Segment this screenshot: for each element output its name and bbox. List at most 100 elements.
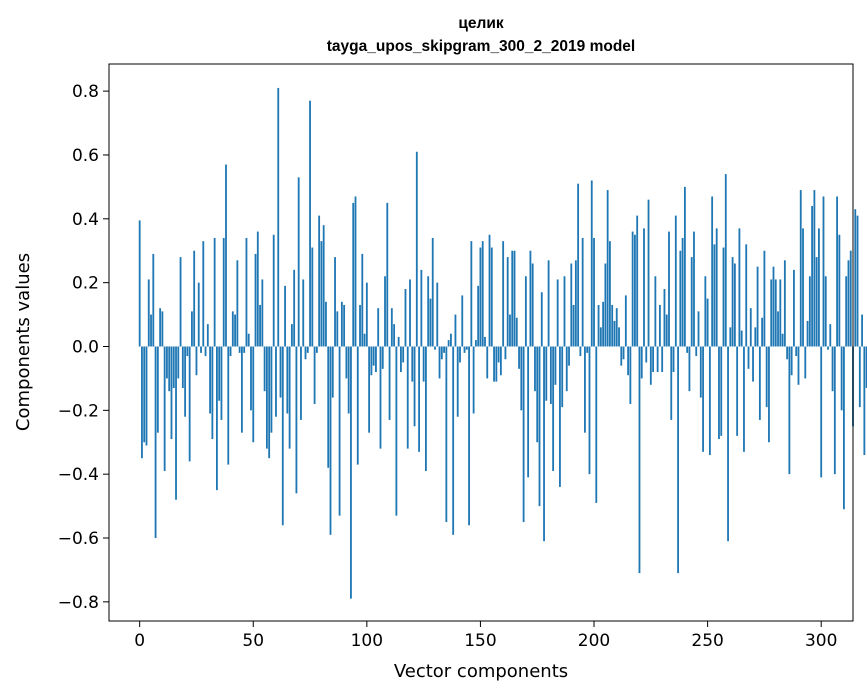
plot-frame <box>108 63 854 622</box>
bar <box>643 228 645 347</box>
bar <box>300 346 302 420</box>
bar <box>304 346 307 360</box>
bar <box>238 346 241 353</box>
x-tick-label: 150 <box>464 631 496 651</box>
bar <box>152 253 155 347</box>
bar <box>547 260 550 347</box>
y-tick-label: 0.2 <box>72 274 99 294</box>
bar <box>545 346 548 401</box>
bar <box>390 308 393 347</box>
bar <box>290 324 293 347</box>
bar <box>493 346 495 382</box>
bar <box>563 276 566 347</box>
bar <box>222 237 225 347</box>
bar <box>654 276 657 347</box>
bar <box>729 327 732 347</box>
bar <box>613 320 616 347</box>
bar <box>213 237 216 347</box>
bar <box>331 346 334 398</box>
bar <box>672 346 675 373</box>
bar <box>438 346 441 379</box>
bar <box>690 257 693 347</box>
bar <box>661 346 664 373</box>
bar <box>138 220 141 347</box>
bar <box>824 276 827 347</box>
bar <box>602 301 605 347</box>
bar <box>427 276 430 347</box>
bar <box>150 314 152 347</box>
bar <box>245 237 248 347</box>
bar <box>445 346 448 523</box>
x-tick-label: 50 <box>242 631 264 651</box>
bar <box>688 346 691 392</box>
bar <box>297 177 300 347</box>
bar <box>606 190 609 347</box>
bar <box>468 346 470 526</box>
bar <box>254 253 257 347</box>
bar <box>186 346 189 357</box>
bar <box>381 346 384 369</box>
bar <box>658 304 661 347</box>
bar <box>529 250 532 347</box>
bar <box>247 333 250 347</box>
bar <box>863 346 866 456</box>
bar <box>577 183 580 347</box>
bar <box>234 314 236 347</box>
bar <box>347 346 350 414</box>
bar <box>699 346 702 398</box>
bar <box>620 346 623 366</box>
bar <box>695 346 698 357</box>
bar <box>166 346 168 379</box>
bar <box>549 346 552 404</box>
bar <box>534 346 536 392</box>
bar <box>795 346 798 357</box>
bar <box>772 266 775 347</box>
bar <box>281 346 284 526</box>
bar <box>495 346 498 382</box>
bar <box>400 346 402 373</box>
bar <box>818 228 820 347</box>
bar <box>506 257 509 347</box>
bar <box>611 304 614 347</box>
bar <box>693 231 695 347</box>
bar <box>745 244 748 347</box>
bar <box>413 346 416 427</box>
bar <box>345 346 348 379</box>
bar <box>490 247 493 347</box>
bar <box>141 346 143 459</box>
bar <box>359 304 361 347</box>
bar <box>520 346 523 411</box>
bar <box>386 202 389 347</box>
bar <box>463 346 466 353</box>
bar <box>683 186 686 347</box>
bar <box>481 241 484 347</box>
bar <box>452 346 455 535</box>
bar <box>420 269 423 347</box>
bar <box>770 279 773 347</box>
bar <box>379 346 382 449</box>
bar <box>449 333 452 347</box>
bar <box>393 324 396 347</box>
bar <box>593 237 595 347</box>
bar <box>615 308 618 347</box>
bar <box>499 346 502 376</box>
bar <box>706 298 709 347</box>
bar <box>315 346 318 353</box>
bar <box>595 346 598 503</box>
bar <box>543 346 545 542</box>
bar <box>568 346 570 366</box>
bar <box>627 346 630 376</box>
bar <box>229 346 232 357</box>
bar <box>581 237 584 347</box>
bar <box>681 237 684 347</box>
bar <box>170 346 173 440</box>
bar <box>147 279 150 347</box>
bar <box>243 346 246 353</box>
x-axis-ticks: 0 50 100 150 200 250 300 <box>134 621 837 651</box>
bar <box>200 346 202 353</box>
bar <box>218 346 221 401</box>
bar <box>713 244 716 347</box>
bar <box>334 257 336 347</box>
bar <box>240 346 243 433</box>
bar <box>647 199 650 347</box>
